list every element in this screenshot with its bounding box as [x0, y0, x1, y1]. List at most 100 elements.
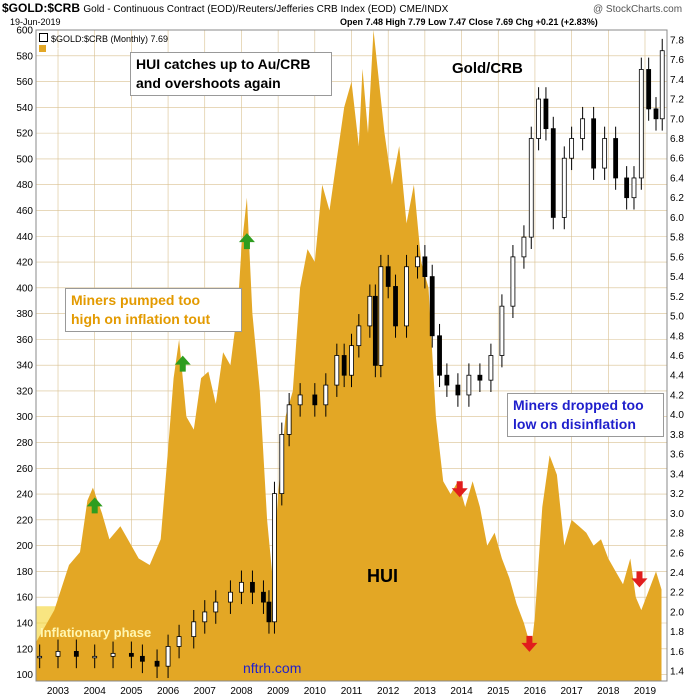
candle-body — [437, 335, 442, 376]
candle-body — [659, 50, 665, 120]
x-tick-label: 2007 — [194, 686, 217, 697]
y-left-tick-label: 580 — [16, 51, 33, 62]
candle-body — [613, 138, 619, 179]
candle-body — [569, 138, 575, 159]
y-right-tick-label: 5.0 — [670, 312, 684, 323]
candle-body — [404, 266, 409, 327]
up-arrow — [86, 497, 103, 514]
annotation-gold-crb: Gold/CRB — [452, 60, 523, 77]
y-right-tick-label: 5.2 — [670, 292, 684, 303]
y-right-tick-label: 5.6 — [670, 252, 684, 263]
candle-body — [638, 69, 644, 179]
candle-body — [341, 355, 347, 376]
y-left-tick-label: 520 — [16, 129, 33, 140]
y-right-tick-label: 3.6 — [670, 450, 684, 461]
x-tick-label: 2011 — [341, 686, 363, 697]
candle-body — [261, 591, 266, 603]
candle-body — [372, 295, 378, 366]
down-arrow — [631, 571, 648, 588]
legend-main: $GOLD:$CRB (Monthly) 7.69 — [39, 33, 168, 44]
header-line-1: $GOLD:$CRB Gold - Continuous Contract (E… — [2, 1, 448, 15]
annotation-hui: HUI — [367, 566, 398, 586]
exchange-label: CME/INDX — [399, 4, 449, 15]
candle-body — [37, 655, 43, 659]
hui-area — [36, 30, 662, 681]
annotation-miners-pumped: Miners pumped too high on inflation tout — [65, 288, 242, 332]
down-arrow — [521, 635, 538, 652]
x-tick-label: 2010 — [304, 686, 327, 697]
candle-body — [286, 404, 292, 435]
x-tick-label: 2019 — [634, 686, 657, 697]
high-value: High 7.79 — [385, 17, 426, 27]
y-right-tick-label: 2.4 — [670, 568, 684, 579]
y-left-tick-label: 180 — [16, 567, 33, 578]
y-right-tick-label: 1.4 — [670, 667, 684, 678]
y-right-tick-label: 1.6 — [670, 647, 684, 658]
candle-body — [602, 138, 608, 169]
y-left-tick-label: 300 — [16, 412, 33, 423]
candle-body — [191, 621, 197, 638]
y-left-tick-label: 500 — [16, 154, 33, 165]
candle-body — [297, 394, 303, 406]
candle-body — [415, 256, 420, 268]
candle-body — [367, 295, 373, 327]
x-tick-label: 2006 — [157, 686, 180, 697]
y-axis-right: 1.4 1.6 1.8 2.0 2.2 2.4 2.6 2.8 3.0 3.2 3.4 3.6 3.8 4… — [670, 35, 684, 677]
y-left-tick-label: 540 — [16, 103, 33, 114]
y-left-tick-label: 400 — [16, 283, 33, 294]
x-tick-label: 2016 — [524, 686, 547, 697]
up-arrow — [174, 355, 191, 372]
y-right-tick-label: 4.2 — [670, 390, 684, 401]
candle-body — [239, 581, 244, 593]
x-tick-label: 2005 — [120, 686, 143, 697]
y-right-tick-label: 1.8 — [670, 627, 684, 638]
candle-body — [550, 128, 556, 218]
candle-body — [561, 157, 567, 218]
down-arrow — [451, 481, 468, 498]
candle-body — [154, 660, 160, 667]
y-right-tick-label: 4.4 — [670, 371, 684, 382]
hui-area-path — [36, 30, 662, 681]
x-tick-label: 2013 — [414, 686, 437, 697]
legend-main-label: $GOLD:$CRB (Monthly) 7.69 — [51, 34, 169, 44]
candle-body — [580, 118, 586, 139]
gold-crb-candles — [37, 38, 665, 679]
candle-body — [266, 601, 272, 623]
candle-body — [139, 655, 145, 662]
y-left-tick-label: 220 — [16, 515, 33, 526]
candle-body — [73, 651, 79, 657]
annotation-miners-dropped: Miners dropped too low on disinflation — [507, 393, 664, 437]
low-value: Low 7.47 — [428, 17, 467, 27]
candle-body — [312, 394, 318, 406]
symbol-description: Gold - Continuous Contract (EOD)/Reuters… — [83, 4, 397, 15]
candle-body — [92, 655, 98, 659]
y-left-tick-label: 100 — [16, 670, 33, 681]
y-right-tick-label: 2.6 — [670, 548, 684, 559]
y-right-tick-label: 6.6 — [670, 154, 684, 165]
candle-body — [466, 374, 472, 396]
y-right-tick-label: 3.2 — [670, 489, 684, 500]
candle-body — [378, 266, 384, 366]
candle-body — [631, 177, 637, 199]
y-right-tick-label: 3.0 — [670, 509, 684, 520]
y-right-tick-label: 7.8 — [670, 35, 684, 46]
candle-body — [128, 652, 134, 657]
legend-hui-label: $HUI 166.31 — [49, 44, 100, 54]
candle-body — [510, 256, 516, 307]
candle-body — [455, 384, 461, 396]
candle-body — [477, 374, 483, 381]
y-right-tick-label: 4.0 — [670, 410, 684, 421]
candle-body — [349, 345, 354, 376]
y-right-tick-label: 6.2 — [670, 193, 684, 204]
y-left-tick-label: 240 — [16, 490, 33, 501]
y-axis-left: 100 120 140 160 180 200 220 240 260 280 300 320 340 3… — [16, 26, 33, 682]
y-left-tick-label: 340 — [16, 361, 33, 372]
symbol-title: $GOLD:$CRB — [2, 1, 81, 15]
y-left-tick-label: 120 — [16, 644, 33, 655]
arrow-markers — [86, 233, 648, 652]
close-value: Close 7.69 — [468, 17, 514, 27]
y-left-tick-label: 280 — [16, 438, 33, 449]
y-right-tick-label: 7.0 — [670, 114, 684, 125]
y-left-tick-label: 200 — [16, 541, 33, 552]
